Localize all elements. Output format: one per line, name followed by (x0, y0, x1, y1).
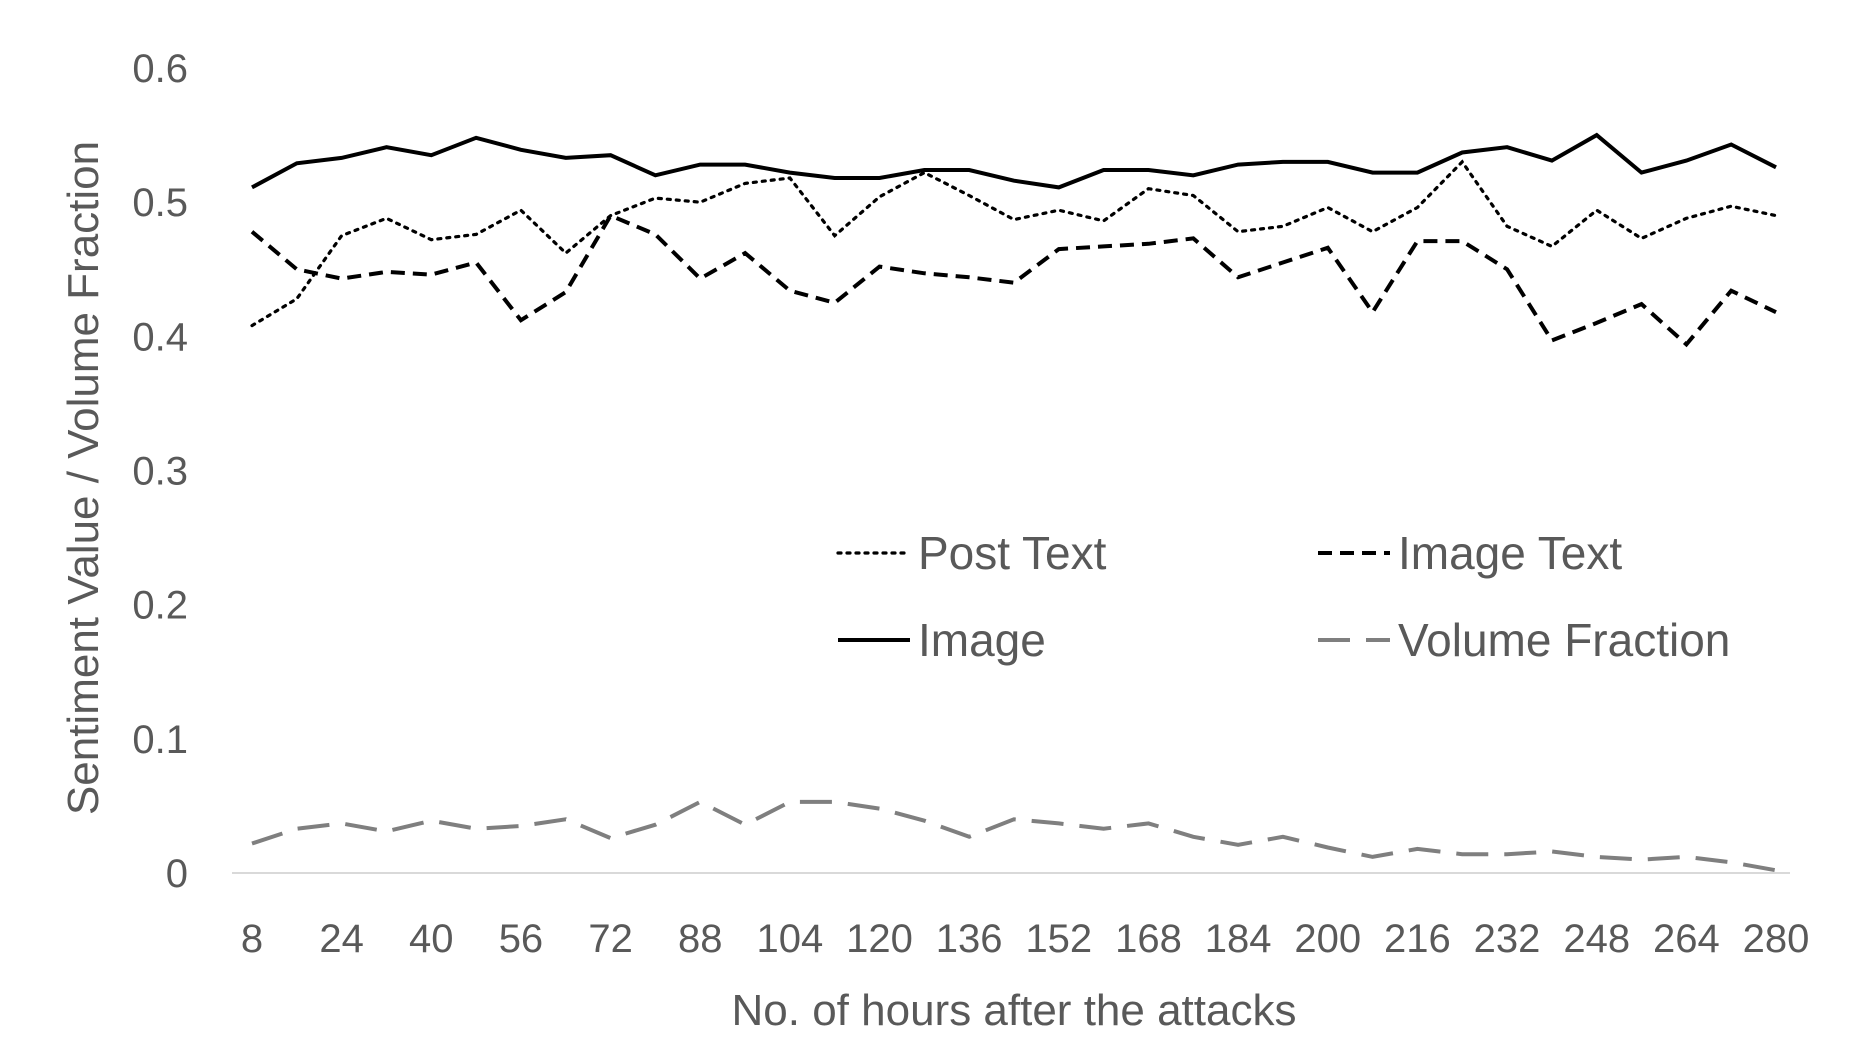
x-tick-label: 104 (757, 917, 824, 961)
x-tick-label: 200 (1294, 917, 1361, 961)
y-tick-label: 0.5 (132, 181, 188, 225)
series-line-post-text (250, 159, 1778, 328)
x-axis-ticks: 8 24 40 56 72 88 104 120 136 152 168 184 200 216 232 24… (241, 917, 1810, 961)
y-tick-label: 0 (166, 852, 188, 896)
y-tick-label: 0.3 (132, 450, 188, 494)
x-tick-label: 248 (1563, 917, 1630, 961)
x-tick-label: 184 (1205, 917, 1272, 961)
series-line-image (251, 132, 1777, 190)
y-tick-label: 0.6 (132, 47, 188, 91)
x-tick-label: 72 (588, 917, 633, 961)
legend: Post Text Image Text Image Volume Fraction (836, 527, 1730, 666)
x-tick-label: 40 (409, 917, 454, 961)
x-tick-label: 8 (241, 917, 263, 961)
x-tick-label: 168 (1115, 917, 1182, 961)
legend-label-image-text: Image Text (1398, 527, 1622, 579)
x-tick-label: 152 (1025, 917, 1092, 961)
legend-label-post-text: Post Text (918, 527, 1107, 579)
y-tick-label: 0.2 (132, 584, 188, 628)
y-axis-ticks: 0 0.1 0.2 0.3 0.4 0.5 0.6 (132, 47, 188, 896)
series-lines (250, 132, 1778, 873)
y-tick-label: 0.1 (132, 718, 188, 762)
legend-label-volume-fraction: Volume Fraction (1398, 614, 1730, 666)
legend-label-image: Image (918, 614, 1046, 666)
x-tick-label: 264 (1653, 917, 1720, 961)
x-tick-label: 120 (846, 917, 913, 961)
x-axis-title: No. of hours after the attacks (732, 986, 1297, 1035)
x-tick-label: 232 (1474, 917, 1541, 961)
y-axis-title: Sentiment Value / Volume Fraction (59, 141, 108, 815)
x-tick-label: 24 (319, 917, 364, 961)
x-tick-label: 88 (678, 917, 723, 961)
series-line-volume-fraction (251, 799, 1777, 873)
x-tick-label: 216 (1384, 917, 1451, 961)
x-tick-label: 280 (1743, 917, 1810, 961)
series-line-image-text (250, 213, 1777, 348)
y-tick-label: 0.4 (132, 315, 188, 359)
x-tick-label: 136 (936, 917, 1003, 961)
x-tick-label: 56 (499, 917, 544, 961)
